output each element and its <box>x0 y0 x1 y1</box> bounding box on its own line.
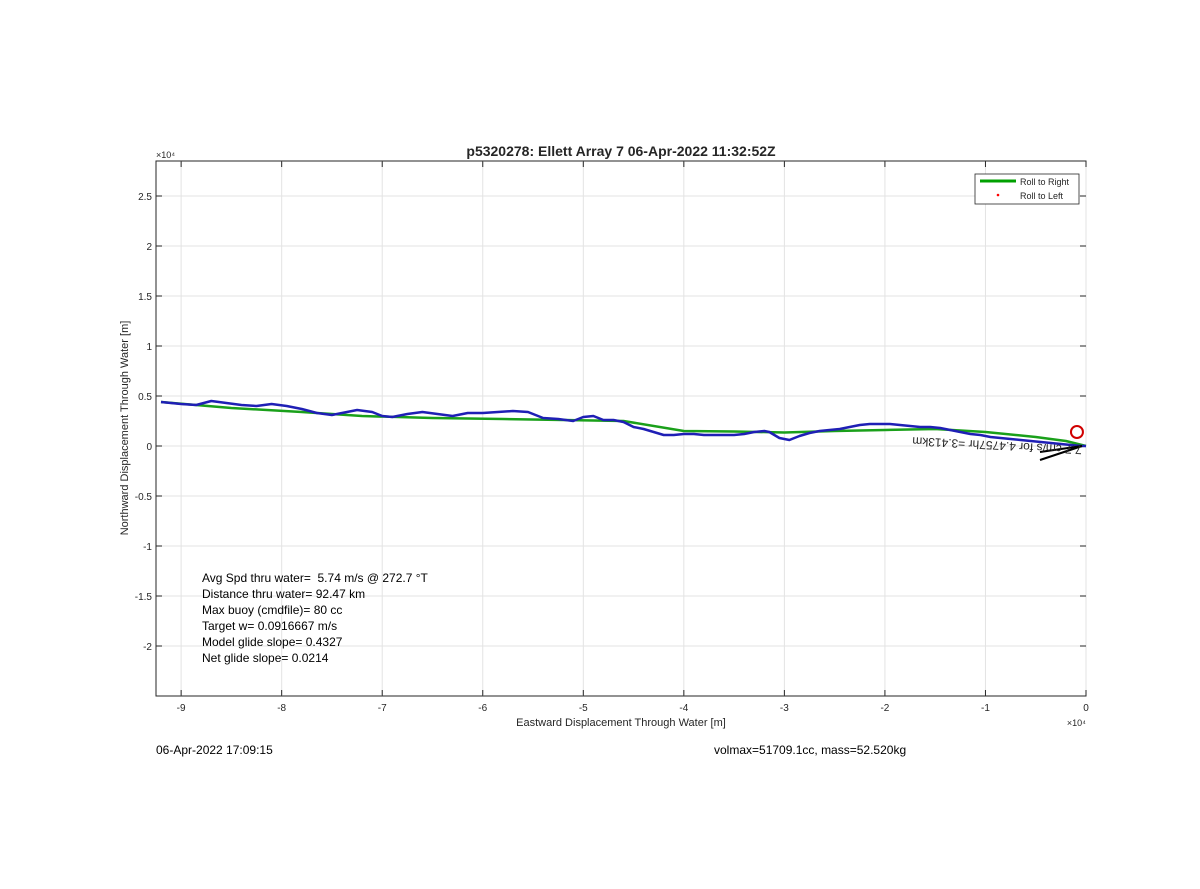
y-tick-label: 2.5 <box>138 192 152 203</box>
legend-label-roll-left: Roll to Left <box>1020 191 1064 201</box>
y-tick-label: 0 <box>146 442 152 453</box>
legend-swatch-roll-left <box>996 193 1000 197</box>
legend: Roll to Right Roll to Left <box>974 173 1080 205</box>
markers <box>1069 425 1084 439</box>
chart-title: p5320278: Ellett Array 7 06-Apr-2022 11:… <box>466 143 776 159</box>
grid-lines <box>156 161 1087 696</box>
y-exponent-label: ×10⁴ <box>156 150 175 160</box>
y-tick-label: 0.5 <box>138 392 152 403</box>
axis-ticks <box>156 161 1087 696</box>
y-tick-label: -0.5 <box>135 492 153 503</box>
stat-avg-speed: Avg Spd thru water= 5.74 m/s @ 272.7 °T <box>202 571 428 585</box>
x-tick-label: -2 <box>880 703 889 714</box>
x-tick-labels: -9 -8 -7 -6 -5 -4 -3 -2 -1 0 <box>177 703 1090 714</box>
footer-volmax-mass: volmax=51709.1cc, mass=52.520kg <box>714 743 907 757</box>
x-tick-label: -9 <box>177 703 186 714</box>
y-tick-label: -2 <box>143 642 152 653</box>
footer-timestamp: 06-Apr-2022 17:09:15 <box>156 743 273 757</box>
y-tick-label: -1.5 <box>135 592 153 603</box>
stat-max-buoy: Max buoy (cmdfile)= 80 cc <box>202 603 343 617</box>
stat-distance: Distance thru water= 92.47 km <box>202 587 366 601</box>
legend-label-roll-right: Roll to Right <box>1020 177 1070 187</box>
y-tick-label: -1 <box>143 542 152 553</box>
x-tick-label: -5 <box>579 703 588 714</box>
x-tick-label: -6 <box>478 703 487 714</box>
stat-target-w: Target w= 0.0916667 m/s <box>202 619 338 633</box>
x-tick-label: -1 <box>981 703 990 714</box>
series-track <box>160 399 1086 448</box>
stat-net-glide: Net glide slope= 0.0214 <box>202 651 329 665</box>
stat-model-glide: Model glide slope= 0.4327 <box>202 635 343 649</box>
y-tick-label: 1.5 <box>138 292 152 303</box>
x-tick-label: -3 <box>780 703 789 714</box>
plot-area <box>160 399 1087 448</box>
legend-box <box>974 173 1080 205</box>
x-tick-label: -8 <box>277 703 286 714</box>
y-tick-label: 2 <box>146 242 152 253</box>
x-tick-label: -7 <box>378 703 387 714</box>
x-axis-label: Eastward Displacement Through Water [m] <box>516 717 726 729</box>
x-tick-label: -4 <box>679 703 688 714</box>
x-exponent-label: ×10⁴ <box>1067 718 1086 728</box>
series-roll-to-right <box>160 400 1087 448</box>
stats-block: Avg Spd thru water= 5.74 m/s @ 272.7 °T … <box>202 570 428 666</box>
surface-circle <box>1069 425 1084 439</box>
y-tick-labels: -2 -1.5 -1 -0.5 0 0.5 1 1.5 2 2.5 <box>135 192 153 653</box>
y-axis-label: Northward Displacement Through Water [m] <box>119 321 131 536</box>
x-tick-label: 0 <box>1083 703 1089 714</box>
y-tick-label: 1 <box>146 342 152 353</box>
